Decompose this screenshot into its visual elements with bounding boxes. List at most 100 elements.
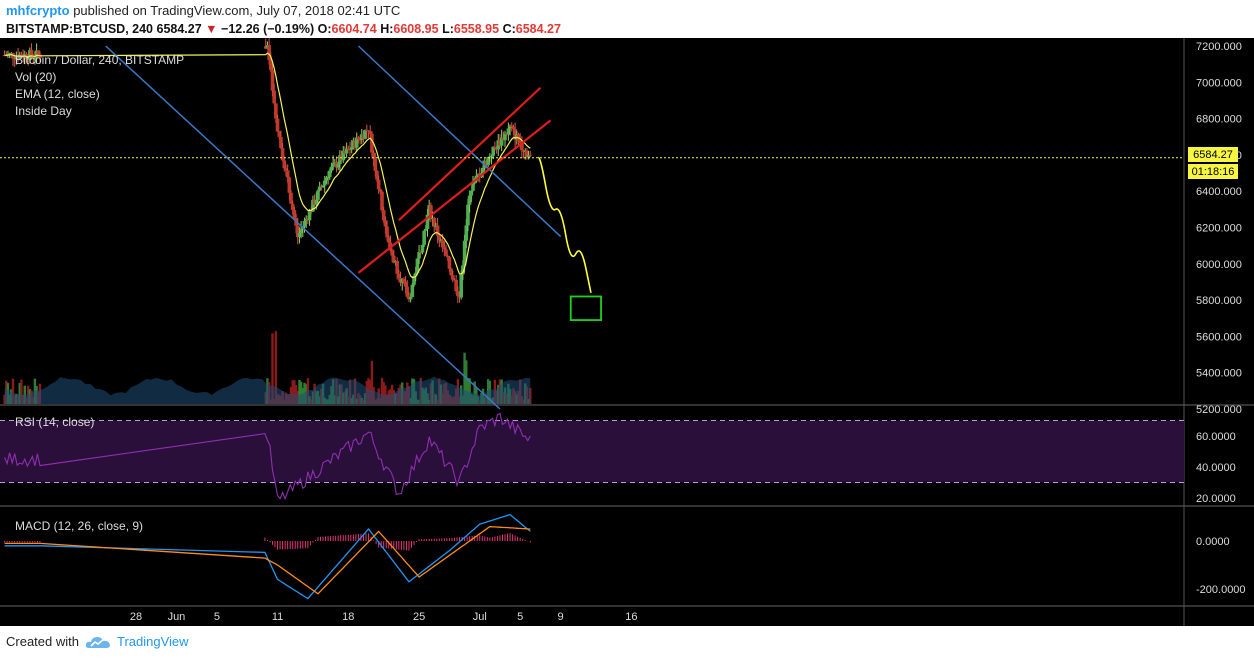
volume-layer (3, 331, 532, 404)
candle-body (297, 233, 302, 238)
close-value: 6584.27 (515, 22, 561, 36)
candle-body (454, 279, 458, 292)
countdown-value: 01:18:16 (1192, 166, 1235, 178)
candle-body (33, 57, 37, 59)
candle-body (277, 131, 282, 137)
author-name[interactable]: mhfcrypto (6, 3, 70, 18)
candle-body (311, 199, 315, 212)
candle-body (344, 148, 349, 154)
candle-body (356, 137, 361, 140)
price-axis[interactable] (1184, 38, 1254, 626)
volume-bar (3, 394, 6, 404)
candle-body (509, 125, 514, 127)
price-tick-label: 6400.000 (1196, 186, 1242, 198)
volume-bar (380, 377, 384, 404)
candle-body (525, 150, 529, 158)
candle-body (392, 255, 396, 263)
candle-body (413, 272, 418, 277)
candle-body (267, 45, 271, 61)
candle-body (397, 273, 401, 279)
candle-body (403, 281, 408, 287)
candle-body (287, 177, 292, 193)
candle-body (366, 130, 371, 132)
candle-body (425, 214, 430, 229)
price-chart-svg[interactable]: 7200.0007000.0006800.0006600.0006400.000… (0, 37, 1254, 626)
candle-body (292, 210, 297, 219)
ema-line (4, 52, 531, 279)
time-tick-label: 9 (558, 611, 564, 623)
candle-body (275, 118, 280, 132)
volume-bar (293, 380, 296, 404)
candle-body (418, 252, 423, 254)
candle-body (373, 158, 378, 171)
candle-body (481, 167, 485, 174)
rsi-line (4, 412, 531, 501)
candle-body (299, 229, 303, 234)
candle-body (405, 286, 410, 297)
time-tick-label: 11 (272, 611, 283, 623)
macd-tick-label: -200.0000 (1196, 584, 1246, 596)
rising-channel-upper (398, 86, 542, 222)
volume-bar (382, 382, 385, 404)
candle-body (341, 151, 346, 161)
candle-body (402, 279, 406, 282)
volume-bar (384, 385, 387, 404)
macd-signal-line (4, 525, 531, 595)
candle-body (424, 228, 428, 231)
tradingview-cloud-icon (85, 636, 110, 648)
price-tick-label: 5800.000 (1196, 295, 1242, 307)
falling-channel-lower (105, 45, 501, 410)
candle-body (508, 125, 512, 129)
candle-body (314, 199, 319, 205)
last-price: 6584.27 (156, 22, 202, 36)
close-label: C: (502, 22, 516, 36)
falling-channel-upper (357, 45, 562, 238)
candle-body (295, 225, 300, 238)
price-tick-label: 5200.000 (1196, 404, 1242, 416)
candle-body (449, 268, 453, 276)
volume-bar (299, 381, 303, 404)
price-tick-label: 6800.000 (1196, 114, 1242, 126)
volume-bar (298, 379, 301, 404)
candle-body (324, 177, 329, 181)
candle-body (444, 249, 448, 256)
volume-bar (473, 381, 476, 404)
candle-body (36, 50, 41, 55)
candle-body (368, 131, 373, 134)
candle-body (442, 247, 447, 250)
candle-body (376, 179, 381, 190)
price-tick-label: 5600.000 (1196, 331, 1242, 343)
candle-body (375, 170, 379, 180)
high-value: 6608.95 (393, 22, 439, 36)
candle-body (503, 133, 507, 141)
chart-area[interactable]: 7200.0007000.0006800.0006600.0006400.000… (0, 37, 1254, 626)
candle-body (461, 265, 465, 275)
candle-body (363, 130, 367, 139)
candle-body (383, 220, 388, 227)
candle-body (331, 163, 335, 167)
candle-body (462, 240, 467, 266)
candle-body (321, 185, 325, 188)
candle-body (459, 274, 464, 298)
volume-bar (291, 380, 294, 404)
candle-body (511, 126, 516, 129)
legend-inside-day: Inside Day (15, 104, 72, 118)
candle-body (270, 70, 275, 91)
candle-body (447, 257, 452, 269)
legend-rsi: RSI (14, close) (15, 415, 94, 429)
countdown-tag (1188, 164, 1238, 179)
candle-body (518, 140, 522, 144)
candle-body (285, 170, 290, 178)
footer: Created with TradingView (6, 634, 189, 649)
candle-body (489, 155, 494, 157)
tradingview-brand-link[interactable]: TradingView (116, 634, 189, 649)
low-value: 6558.95 (453, 22, 500, 36)
candle-body (274, 103, 278, 119)
candle-body (378, 189, 383, 192)
candle-body (420, 244, 425, 253)
candle-body (390, 250, 394, 256)
time-tick-label: 18 (342, 611, 354, 623)
ema-layer (4, 52, 531, 279)
price-tag (1188, 147, 1238, 162)
price-tick-label: 6000.000 (1196, 259, 1242, 271)
